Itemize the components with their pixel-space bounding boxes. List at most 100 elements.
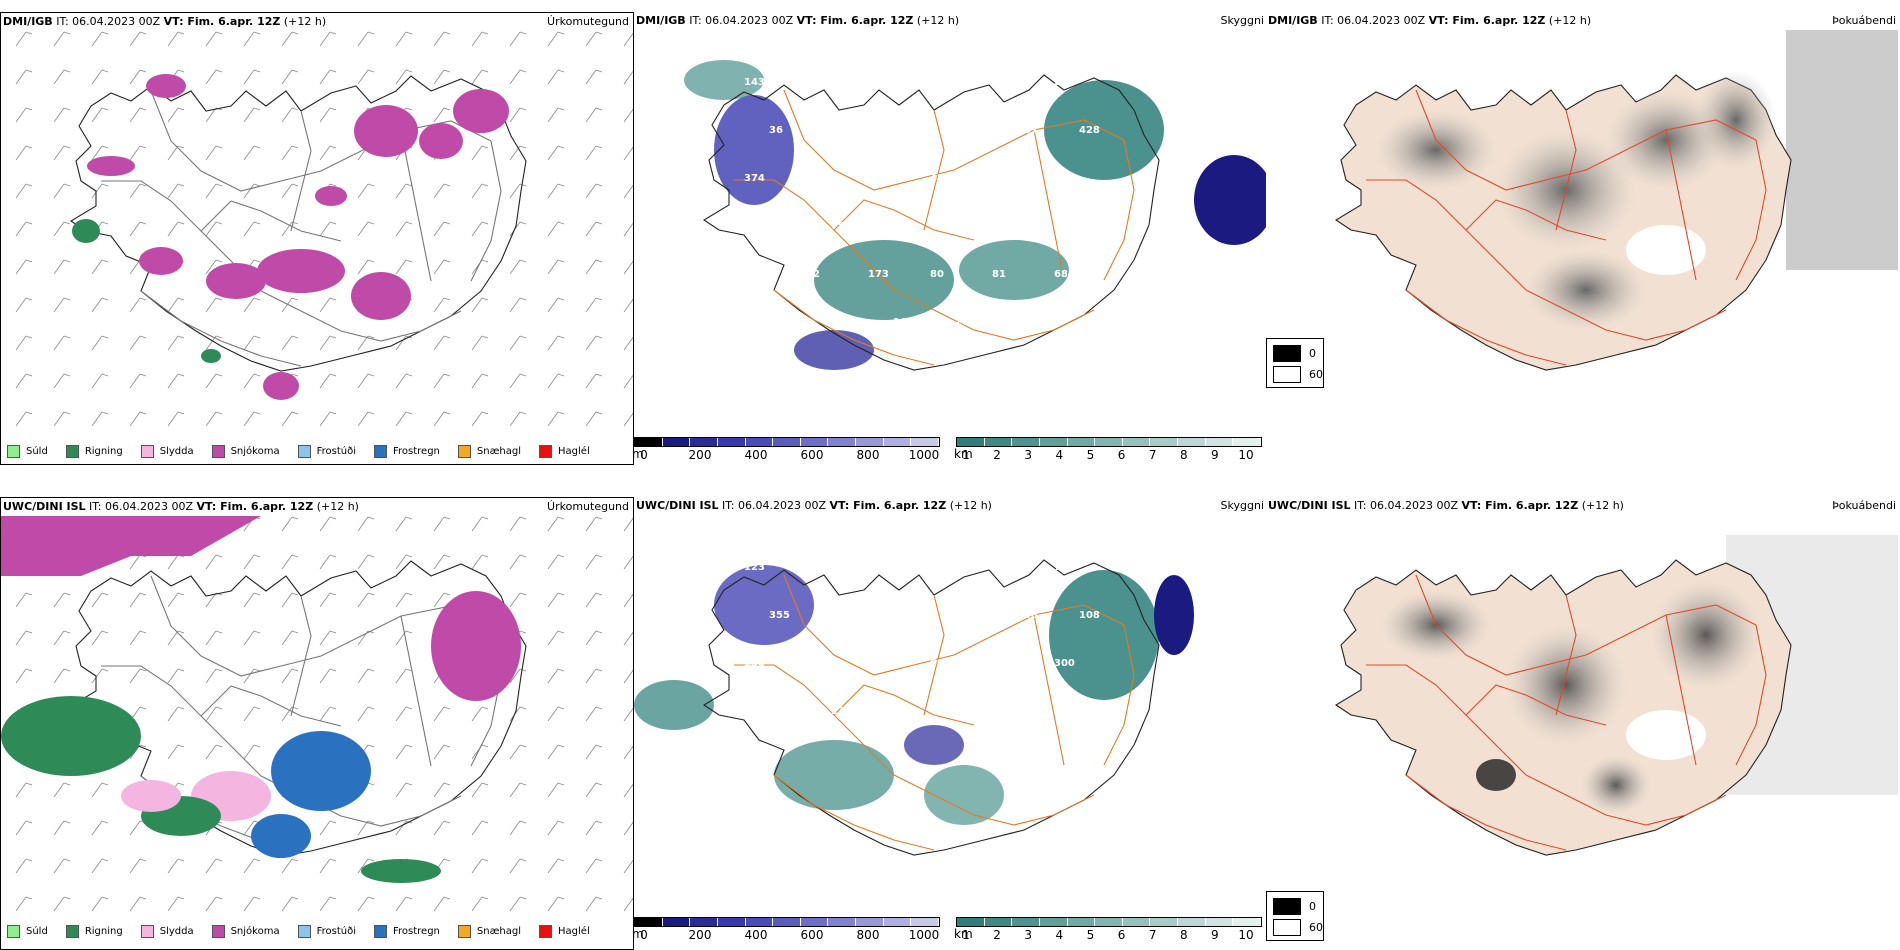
wind-barb — [623, 593, 633, 608]
valid-time: VT: Fim. 6.apr. 12Z — [1461, 499, 1579, 512]
visibility-label: 81 — [992, 269, 1006, 280]
wind-barb — [623, 374, 633, 389]
wind-barb — [91, 630, 103, 646]
precip-type-map — [15, 31, 633, 427]
init-time: IT: 06.04.2023 00Z — [1321, 14, 1426, 27]
visibility-value-labels: 143 155 168 548 143 22 36 179 101 11 267 428 374 522 4… — [744, 77, 1100, 328]
wind-barb — [319, 516, 331, 532]
wind-barb — [91, 820, 103, 836]
snow-area — [453, 89, 509, 133]
fog-area — [714, 95, 794, 205]
wind-barb-flag — [405, 69, 413, 73]
wind-barb-flag — [557, 411, 565, 415]
fog-legend-swatch — [1273, 898, 1301, 915]
wind-barb — [129, 630, 141, 646]
wind-barb — [395, 554, 407, 570]
road-line — [734, 664, 895, 776]
wind-barb-flag — [177, 411, 185, 415]
wind-barb — [471, 145, 483, 161]
road-line — [923, 109, 945, 231]
wind-barb — [205, 335, 217, 351]
lead-time: (+12 h) — [949, 499, 992, 512]
wind-barb-flag — [215, 69, 223, 73]
wind-barb — [433, 592, 445, 608]
wind-barb — [547, 221, 559, 237]
wind-barb-flag — [329, 297, 337, 301]
road-line — [1366, 179, 1527, 291]
wind-barb — [319, 820, 331, 836]
legend-swatch — [7, 444, 20, 458]
wind-barb-flag — [405, 516, 413, 520]
wind-barb-flag — [25, 668, 33, 672]
wind-barb — [395, 820, 407, 836]
wind-barb — [509, 782, 521, 798]
wind-barb-flag — [557, 69, 565, 73]
wind-barb — [395, 69, 407, 85]
wind-barb-flag — [101, 411, 109, 415]
visibility-label: 220 — [806, 658, 827, 669]
road-network — [1366, 89, 1767, 366]
wind-barb-flag — [215, 335, 223, 339]
wind-barb — [319, 896, 331, 912]
wind-barb — [243, 373, 255, 389]
wind-barb — [433, 259, 445, 275]
wind-barb — [433, 782, 445, 798]
visibility-label: 108 — [930, 562, 951, 573]
wind-barb — [167, 668, 179, 684]
legend-swatch — [211, 444, 225, 458]
wind-barb — [433, 820, 445, 836]
wind-barb-flag — [139, 69, 147, 73]
wind-barb — [623, 517, 633, 532]
wind-barb-flag — [329, 896, 337, 900]
wind-barb-flag — [519, 107, 527, 111]
wind-barb — [243, 744, 255, 760]
legend-label: Snæhagl — [476, 925, 522, 937]
wind-barb-flag — [557, 259, 565, 263]
road-line — [1103, 624, 1135, 766]
wind-barb-flag — [595, 183, 603, 187]
wind-barb — [509, 259, 521, 275]
wind-barb-flag — [139, 31, 147, 35]
wind-barb-flag — [291, 107, 299, 111]
road-line — [140, 290, 302, 367]
colorbar-cell — [957, 438, 985, 446]
colorbar-cell — [1039, 918, 1068, 926]
colorbar-cell — [800, 438, 829, 446]
legend-swatch — [297, 444, 311, 458]
precip-type-panel-uwc: UWC/DINI ISL IT: 06.04.2023 00Z VT: Fim.… — [0, 497, 634, 950]
visibility-label: 87 — [955, 706, 969, 717]
wind-barb — [585, 896, 597, 912]
visibility-label: 22 — [1054, 77, 1068, 88]
wind-barb-flag — [557, 782, 565, 786]
wind-barb — [205, 858, 217, 874]
colorbar-tick-label: 8 — [1179, 448, 1188, 462]
wind-barb — [15, 221, 27, 237]
colorbar-cell — [1205, 438, 1234, 446]
wind-barb-flag — [101, 107, 109, 111]
road-line — [1415, 89, 1757, 191]
wind-barb-flag — [63, 221, 71, 225]
road-line — [200, 200, 342, 242]
visibility-colorbar-m: 0 200 400 600 800 1000 m — [634, 917, 940, 943]
legend-label: Snæhagl — [476, 445, 522, 457]
legend-item: Frostúði — [297, 444, 356, 458]
wind-barb-flag — [329, 516, 337, 520]
colorbar-cell — [1095, 438, 1123, 446]
wind-barb — [167, 373, 179, 389]
wind-barb — [129, 297, 141, 313]
colorbar-tick-label: 0 — [640, 448, 648, 462]
wind-barb-flag — [177, 373, 185, 377]
wind-barb — [53, 335, 65, 351]
wind-barb-flag — [443, 858, 451, 862]
wind-barb — [129, 411, 141, 427]
wind-barb-flag — [519, 782, 527, 786]
visibility-label: 82 — [769, 317, 783, 328]
road-line — [1525, 774, 1727, 826]
wind-barb — [167, 896, 179, 912]
visibility-label: 80 — [930, 269, 944, 280]
wind-barb — [433, 516, 445, 532]
fog-area — [714, 565, 814, 645]
legend-item: Frostregn — [374, 924, 440, 938]
wind-barbs — [15, 31, 633, 427]
visibility-label: 53 — [992, 658, 1006, 669]
